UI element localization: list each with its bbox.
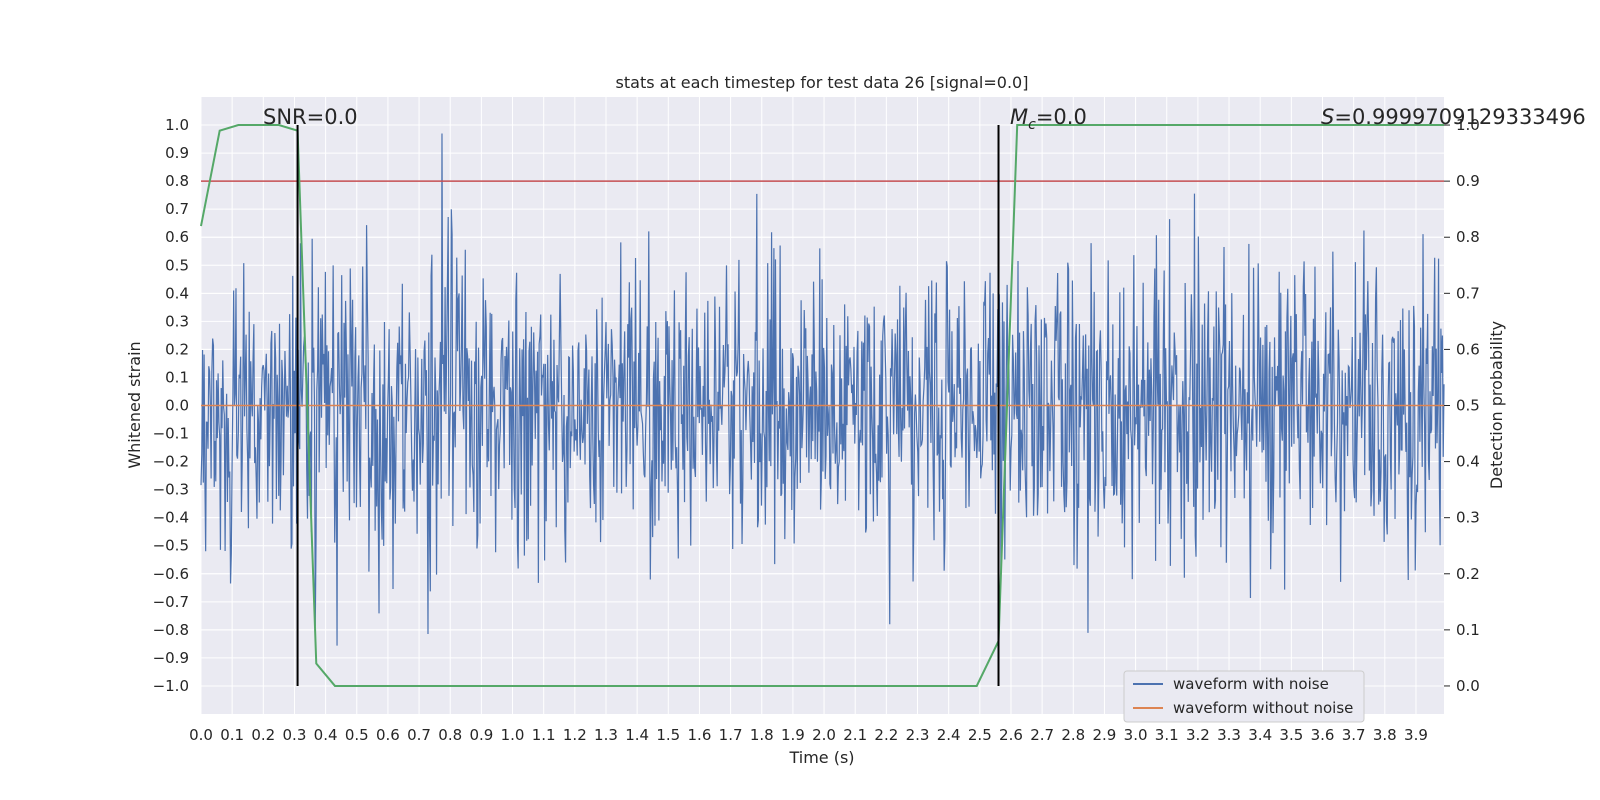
- x-tick-label: 3.1: [1155, 726, 1179, 744]
- x-tick-label: 3.9: [1404, 726, 1428, 744]
- y2-tick-label: 0.0: [1456, 677, 1480, 695]
- x-tick-label: 0.7: [407, 726, 431, 744]
- x-tick-label: 3.4: [1248, 726, 1272, 744]
- y-tick-label: −0.5: [153, 537, 189, 555]
- x-tick-label: 0.9: [469, 726, 493, 744]
- x-tick-label: 0.5: [345, 726, 369, 744]
- y-tick-label: 0.2: [165, 340, 189, 358]
- x-tick-label: 0.4: [314, 726, 338, 744]
- x-tick-label: 2.2: [874, 726, 898, 744]
- waveform-with-noise-line: [200, 133, 1445, 646]
- chart-title: stats at each timestep for test data 26 …: [616, 73, 1029, 92]
- x-tick-label: 1.5: [656, 726, 680, 744]
- y-tick-label: −0.1: [153, 425, 189, 443]
- x-tick-label: 1.2: [563, 726, 587, 744]
- x-tick-label: 2.5: [968, 726, 992, 744]
- legend: waveform with noise waveform without noi…: [1123, 670, 1365, 723]
- y-tick-label: 0.0: [165, 397, 189, 415]
- y-tick-label: 0.6: [165, 228, 189, 246]
- y2-tick-label: 0.5: [1456, 397, 1480, 415]
- y-tick-label: 0.8: [165, 172, 189, 190]
- x-tick-label: 3.5: [1279, 726, 1303, 744]
- y2-tick-label: 0.9: [1456, 172, 1480, 190]
- snr-annotation: SNR=0.0: [263, 105, 358, 129]
- y-tick-label: 1.0: [165, 116, 189, 134]
- x-tick-label: 0.8: [438, 726, 462, 744]
- y2-tick-label: 0.4: [1456, 453, 1480, 471]
- y-tick-label: −0.4: [153, 509, 189, 527]
- y-tick-label: −0.2: [153, 453, 189, 471]
- y-tick-label: −0.3: [153, 481, 189, 499]
- y-tick-label: 0.3: [165, 312, 189, 330]
- y2-tick-label: 0.3: [1456, 509, 1480, 527]
- x-tick-label: 3.0: [1124, 726, 1148, 744]
- y2-tick-label: 0.1: [1456, 621, 1480, 639]
- y-tick-label: 0.1: [165, 368, 189, 386]
- y2-axis-ticks: 1.0 0.9 0.8 0.7 0.6 0.5 0.4 0.3 0.2 0.1 0.0: [1444, 116, 1480, 695]
- x-tick-label: 1.3: [594, 726, 618, 744]
- series-waveform-with-noise: [200, 133, 1445, 646]
- y-tick-label: 0.7: [165, 200, 189, 218]
- y-tick-label: 0.5: [165, 256, 189, 274]
- y2-tick-label: 0.2: [1456, 565, 1480, 583]
- legend-label-noise: waveform with noise: [1173, 675, 1329, 693]
- x-tick-label: 1.6: [688, 726, 712, 744]
- marker-lines: [296, 125, 1000, 686]
- y2-tick-label: 1.0: [1456, 116, 1480, 134]
- x-tick-label: 1.1: [532, 726, 556, 744]
- x-axis-label: Time (s): [788, 748, 854, 767]
- y-tick-label: −0.9: [153, 649, 189, 667]
- x-tick-label: 1.9: [781, 726, 805, 744]
- y-tick-label: −0.6: [153, 565, 189, 583]
- x-tick-label: 2.3: [906, 726, 930, 744]
- x-tick-label: 1.7: [719, 726, 743, 744]
- y2-tick-label: 0.8: [1456, 228, 1480, 246]
- x-tick-label: 3.2: [1186, 726, 1210, 744]
- x-axis-ticks: 0.0 0.1 0.2 0.3 0.4 0.5 0.6 0.7 0.8 0.9 1.0 1.1 1.2 1…: [189, 726, 1428, 744]
- x-tick-label: 2.0: [812, 726, 836, 744]
- series-detection-probability: [200, 124, 1444, 687]
- x-tick-label: 0.3: [283, 726, 307, 744]
- y2-axis-label: Detection probability: [1487, 321, 1506, 489]
- x-tick-label: 3.7: [1342, 726, 1366, 744]
- x-tick-label: 1.4: [625, 726, 649, 744]
- x-tick-label: 1.8: [750, 726, 774, 744]
- chirp-mass-annotation: Mc=0.0: [1010, 105, 1087, 133]
- y-tick-label: −1.0: [153, 677, 189, 695]
- x-tick-label: 2.1: [843, 726, 867, 744]
- legend-box: [1123, 670, 1365, 723]
- x-tick-label: 0.6: [376, 726, 400, 744]
- x-tick-label: 0.1: [220, 726, 244, 744]
- y-axis-label: Whitened strain: [125, 341, 144, 468]
- x-tick-label: 2.9: [1093, 726, 1117, 744]
- y-tick-label: 0.9: [165, 144, 189, 162]
- x-tick-label: 3.8: [1373, 726, 1397, 744]
- x-tick-label: 2.8: [1061, 726, 1085, 744]
- y-tick-label: −0.7: [153, 593, 189, 611]
- x-tick-label: 0.0: [189, 726, 213, 744]
- y-tick-label: −0.8: [153, 621, 189, 639]
- y2-tick-label: 0.6: [1456, 340, 1480, 358]
- x-tick-label: 1.0: [501, 726, 525, 744]
- x-tick-label: 2.6: [999, 726, 1023, 744]
- x-tick-label: 3.6: [1311, 726, 1335, 744]
- x-tick-label: 0.2: [251, 726, 275, 744]
- x-tick-label: 2.4: [937, 726, 961, 744]
- score-annotation: S=0.9999709129333496: [1321, 105, 1586, 129]
- y-axis-ticks: 1.0 0.9 0.8 0.7 0.6 0.5 0.4 0.3 0.2 0.1 0.0 −0.1 −0.…: [153, 116, 189, 695]
- detection-probability-line: [200, 124, 1444, 687]
- x-tick-label: 3.3: [1217, 726, 1241, 744]
- x-tick-label: 2.7: [1030, 726, 1054, 744]
- y2-tick-label: 0.7: [1456, 284, 1480, 302]
- y-tick-label: 0.4: [165, 284, 189, 302]
- legend-label-clean: waveform without noise: [1173, 699, 1353, 717]
